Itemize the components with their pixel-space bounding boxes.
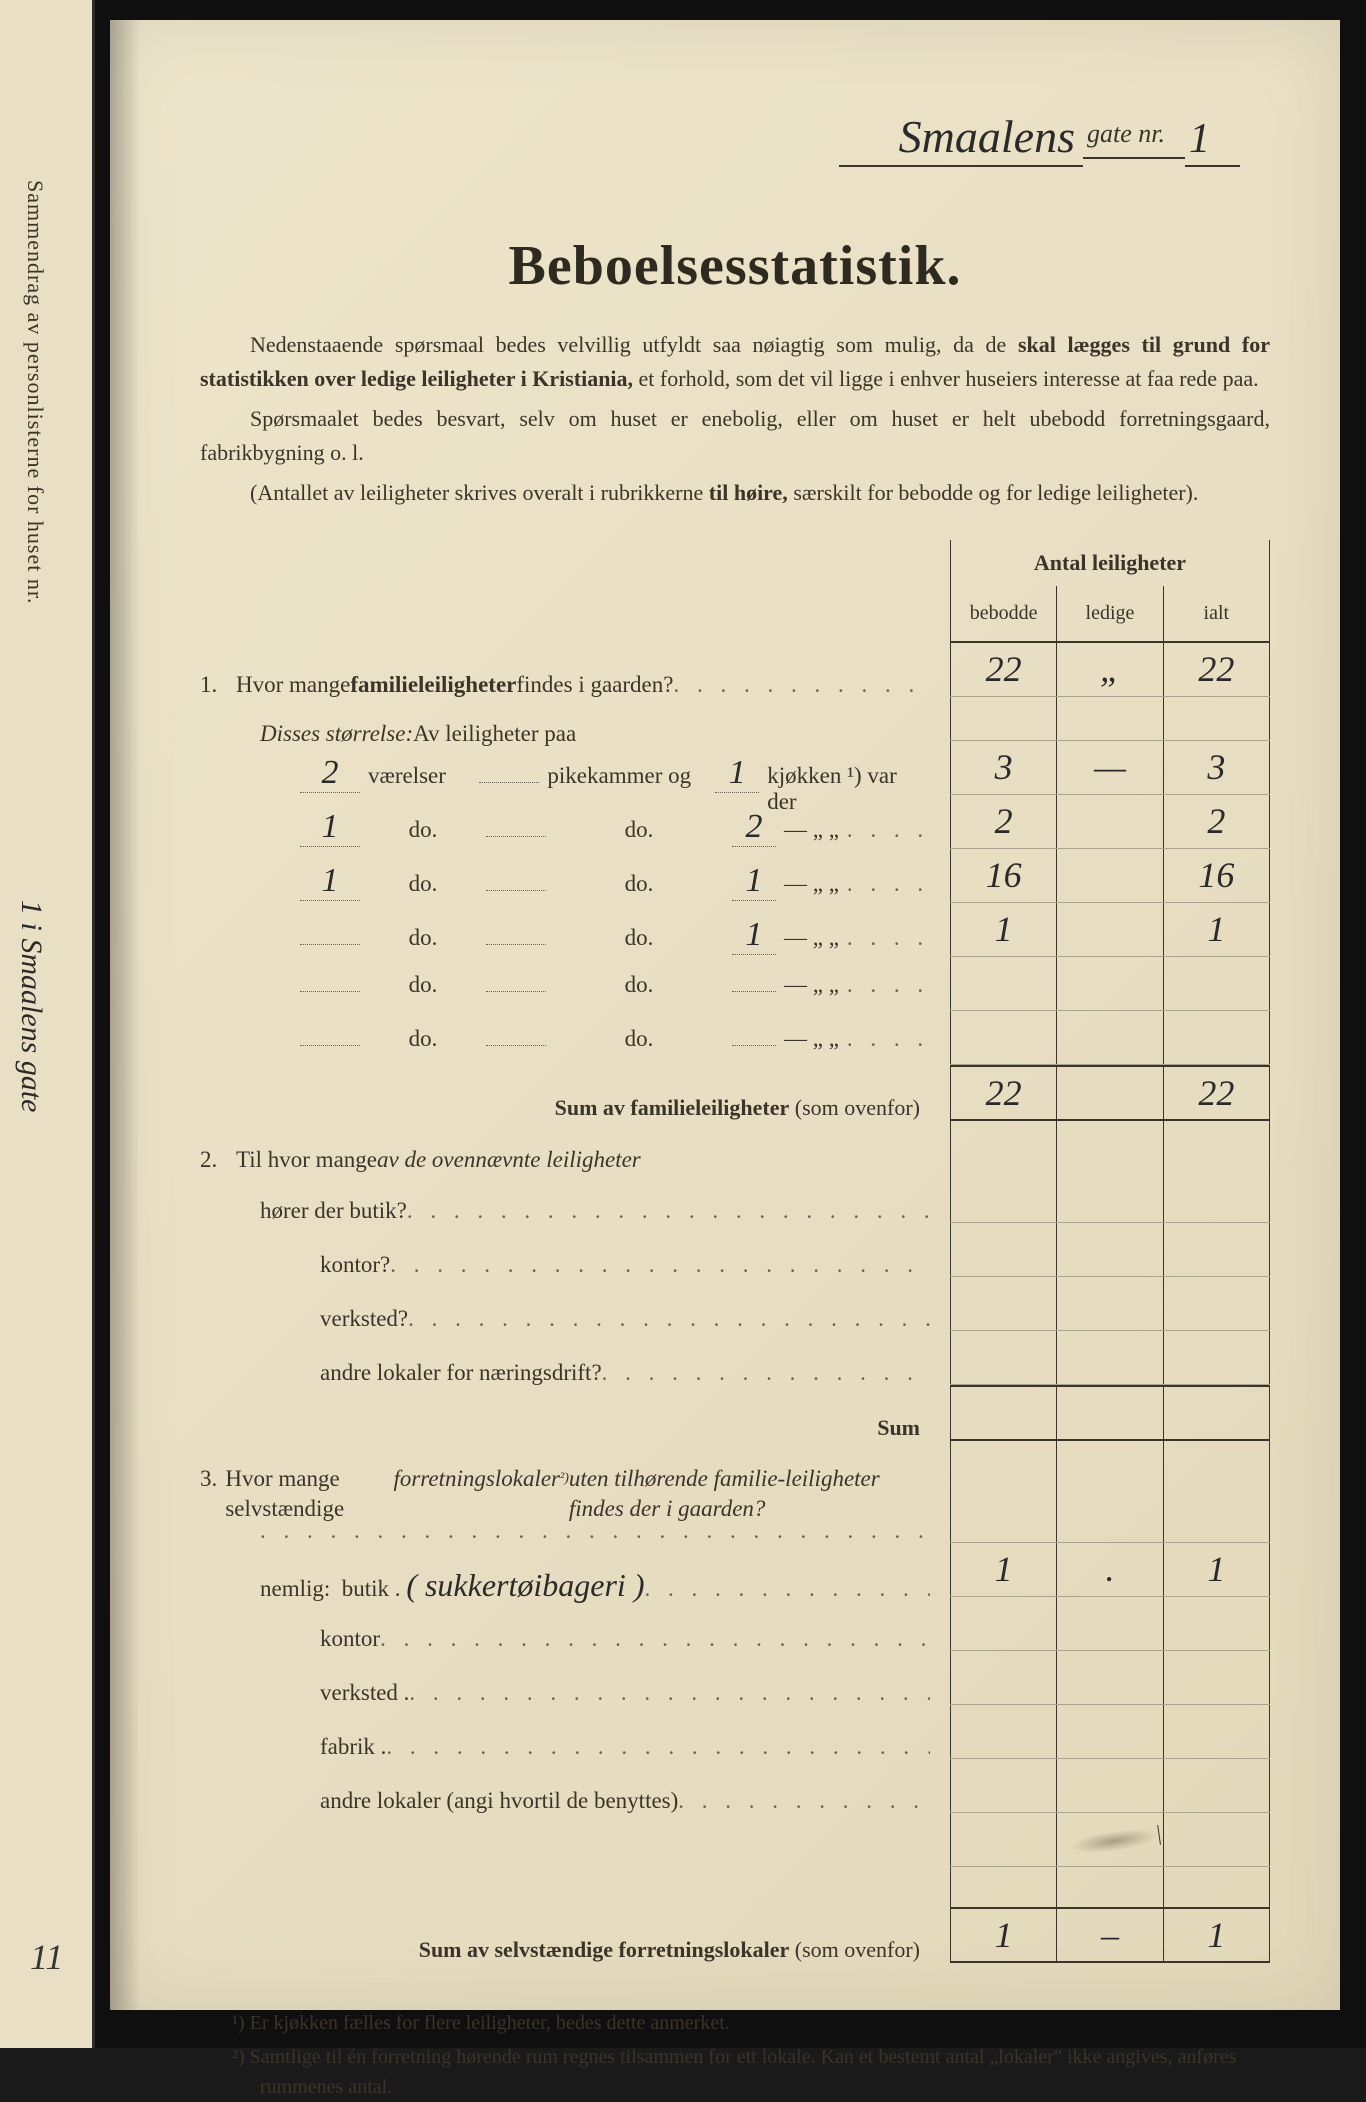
count-table: Antal leiligheter bebodde ledige ialt 22… <box>950 540 1270 1963</box>
intro-p3: (Antallet av leiligheter skrives overalt… <box>200 476 1270 510</box>
table-row: 11 <box>950 903 1270 957</box>
q1-line: 1. Hvor mange familieleiligheter findes … <box>200 658 930 712</box>
dot-leader <box>847 871 930 897</box>
dot-leader <box>847 972 930 998</box>
col-ialt: ialt <box>1164 586 1270 641</box>
q2-butik: hører der butik? <box>200 1184 930 1238</box>
table-row <box>950 1169 1270 1223</box>
dot-leader <box>847 1026 930 1052</box>
q3-fabrik: fabrik . <box>200 1720 930 1774</box>
intro-p2: Spørsmaalet bedes besvart, selv om huset… <box>200 402 1270 470</box>
header-street-line: Smaalensgate nr.1 <box>200 110 1240 169</box>
table-sum-row <box>950 1385 1270 1441</box>
dot-leader <box>847 925 930 951</box>
table-row <box>950 957 1270 1011</box>
q3-butik: nemlig: butik . ( sukkertøibageri ) <box>200 1558 930 1612</box>
table-row <box>950 1441 1270 1489</box>
room-row: 2 værelser pikekammer og 1 kjøkken ¹) va… <box>200 756 930 810</box>
table-row <box>950 1011 1270 1065</box>
dot-leader <box>678 1774 930 1828</box>
table-row <box>950 1759 1270 1813</box>
table-row <box>950 1867 1270 1907</box>
dot-leader <box>390 1238 930 1292</box>
footnote-1: ¹) Er kjøkken fælles for flere leilighet… <box>200 2008 1270 2038</box>
left-bottom-number: 11 <box>30 1936 63 1978</box>
table-sum-row: 2222 <box>950 1065 1270 1121</box>
table-sum-row: 1–1 <box>950 1907 1270 1963</box>
col-ledige: ledige <box>1057 586 1163 641</box>
table-row <box>950 1597 1270 1651</box>
table-row <box>950 1223 1270 1277</box>
col-bebodde: bebodde <box>950 586 1057 641</box>
q3-sum-label: Sum av selvstændige forretningslokaler (… <box>200 1922 930 1978</box>
q2-kontor: kontor? <box>200 1238 930 1292</box>
q3-kontor: kontor <box>200 1612 930 1666</box>
intro-text: Nedenstaaende spørsmaal bedes velvillig … <box>200 328 1270 510</box>
document-page: Smaalensgate nr.1 Beboelsesstatistik. Ne… <box>110 20 1340 2010</box>
table-row <box>950 697 1270 741</box>
dot-leader <box>644 1562 930 1616</box>
table-row <box>950 1705 1270 1759</box>
q3-verksted: verksted . <box>200 1666 930 1720</box>
table-row: 22 <box>950 795 1270 849</box>
left-vertical-handwritten: 1 i Smaalens gate <box>14 900 48 1112</box>
left-margin-strip: Sammendrag av personlisterne for huset n… <box>0 0 95 2048</box>
q2-line1: 2. Til hvor mange av de ovennævnte leili… <box>200 1136 930 1184</box>
table-row <box>950 1489 1270 1543</box>
q2-sum-label: Sum <box>200 1400 930 1456</box>
q3-andre: andre lokaler (angi hvortil de benyttes) <box>200 1774 930 1828</box>
table-row: 22 „ 22 <box>950 643 1270 697</box>
dot-leader <box>602 1346 930 1400</box>
dot-leader <box>409 1666 930 1720</box>
q1-sum-label: Sum av familieleiligheter (som ovenfor) <box>200 1080 930 1136</box>
main-form-area: Antal leiligheter bebodde ledige ialt 22… <box>200 540 1270 1978</box>
street-number-handwritten: 1 <box>1185 115 1240 167</box>
q3-line1: 3. Hvor mange selvstændige forretningslo… <box>200 1456 930 1504</box>
q2-andre: andre lokaler for næringsdrift? <box>200 1346 930 1400</box>
q3-cont <box>200 1504 930 1558</box>
table-row: 1616 <box>950 849 1270 903</box>
dot-leader <box>260 1504 930 1558</box>
dot-leader <box>408 1292 930 1346</box>
intro-p1: Nedenstaaende spørsmaal bedes velvillig … <box>200 328 1270 396</box>
dot-leader <box>847 817 930 843</box>
dot-leader <box>673 658 930 712</box>
gate-nr-label: gate nr. <box>1083 119 1185 159</box>
table-row <box>950 1651 1270 1705</box>
table-row <box>950 1331 1270 1385</box>
dot-leader <box>380 1612 930 1666</box>
page-title: Beboelsesstatistik. <box>200 234 1270 298</box>
dot-leader <box>386 1720 930 1774</box>
street-name-handwritten: Smaalens <box>839 110 1083 167</box>
footnotes: ¹) Er kjøkken fælles for flere leilighet… <box>200 2008 1270 2102</box>
table-row <box>950 1277 1270 1331</box>
q2-verksted: verksted? <box>200 1292 930 1346</box>
table-row: 1.1 <box>950 1543 1270 1597</box>
table-row: 3—3 <box>950 741 1270 795</box>
table-header-sub: bebodde ledige ialt <box>950 586 1270 643</box>
footnote-2: ²) Samtlige til én forretning hørende ru… <box>200 2042 1270 2102</box>
room-row: do. do. — „ „ <box>200 1026 930 1080</box>
q1-sub: Disses størrelse: Av leiligheter paa <box>200 712 930 756</box>
table-row <box>950 1813 1270 1867</box>
table-row <box>950 1121 1270 1169</box>
room-row: do. do. — „ „ <box>200 972 930 1026</box>
room-row: 1 do. do. 1 — „ „ <box>200 864 930 918</box>
left-vertical-printed: Sammendrag av personlisterne for huset n… <box>22 180 48 604</box>
room-row: do. do. 1 — „ „ <box>200 918 930 972</box>
room-row: 1 do. do. 2 — „ „ <box>200 810 930 864</box>
dot-leader <box>407 1184 930 1238</box>
table-header-top: Antal leiligheter <box>950 540 1270 586</box>
